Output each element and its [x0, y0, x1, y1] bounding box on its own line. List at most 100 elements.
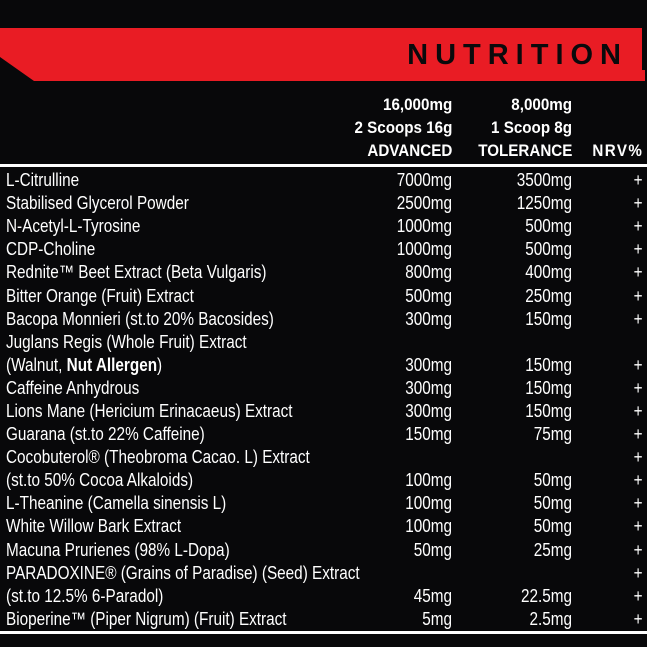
table-row: Bacopa Monnieri (st.to 20% Bacosides) 300…: [0, 308, 647, 331]
advanced-amount: 5mg: [422, 608, 452, 629]
ingredient-name: Macuna Prurienes (98% L-Dopa): [6, 539, 230, 560]
ingredient-name: Stabilised Glycerol Powder: [6, 193, 189, 214]
advanced-amount: 300mg: [405, 354, 452, 375]
advanced-amount: 150mg: [405, 424, 452, 445]
ingredient-name: White Willow Bark Extract: [6, 516, 182, 537]
tolerance-amount: 150mg: [525, 308, 572, 329]
tolerance-amount: 500mg: [525, 216, 572, 237]
advanced-amount: 500mg: [405, 285, 452, 306]
table-row: Stabilised Glycerol Powder 2500mg 1250mg +: [0, 192, 647, 215]
tolerance-amount: [452, 563, 572, 584]
ingredient-name: N-Acetyl-L-Tyrosine: [6, 216, 141, 237]
advanced-amount: 300mg: [405, 377, 452, 398]
nrv-value: +: [634, 447, 643, 468]
tolerance-serving: 1 Scoop 8g: [491, 119, 572, 137]
banner-red-band: NUTRITION: [0, 28, 642, 81]
tolerance-amount: 250mg: [525, 285, 572, 306]
table-row: Guarana (st.to 22% Caffeine) 150mg 75mg +: [0, 423, 647, 446]
tolerance-amount: [452, 447, 572, 468]
advanced-amount: 100mg: [405, 516, 452, 537]
nrv-value: +: [634, 377, 643, 398]
ingredient-name: Bacopa Monnieri (st.to 20% Bacosides): [6, 308, 274, 329]
ingredient-name: (Walnut, Nut Allergen): [6, 354, 163, 375]
tolerance-label: TOLERANCE: [477, 142, 572, 160]
nrv-value: +: [634, 539, 643, 560]
table-row: Bioperine™ (Piper Nigrum) (Fruit) Extrac…: [0, 608, 647, 631]
advanced-amount: 45mg: [413, 585, 452, 606]
advanced-amount: [342, 447, 452, 468]
advanced-amount: 300mg: [405, 308, 452, 329]
tolerance-amount: 2.5mg: [529, 608, 572, 629]
nrv-value: +: [634, 424, 643, 445]
advanced-amount: 100mg: [405, 493, 452, 514]
tolerance-amount: 22.5mg: [520, 585, 572, 606]
nrv-value: +: [634, 262, 643, 283]
table-row: L-Theanine (Camella sinensis L) 100mg 50mg…: [0, 492, 647, 515]
ingredient-name: (st.to 12.5% 6-Paradol): [6, 585, 164, 606]
nrv-value: +: [634, 608, 643, 629]
banner-title: NUTRITION: [407, 39, 628, 71]
nrv-value: +: [634, 193, 643, 214]
nrv-label: NRV%: [592, 142, 643, 160]
nrv-value: +: [634, 493, 643, 514]
banner-band-notch: [641, 70, 645, 81]
ingredient-name: Lions Mane (Hericium Erinacaeus) Extract: [6, 400, 293, 421]
nrv-value: +: [634, 354, 643, 375]
nrv-value: +: [634, 585, 643, 606]
table-row: Juglans Regis (Whole Fruit) Extract: [0, 331, 647, 354]
header-nrv-column: NRV%: [572, 140, 643, 163]
tolerance-amount: 75mg: [533, 424, 572, 445]
nrv-value: +: [634, 239, 643, 260]
tolerance-amount: 50mg: [533, 516, 572, 537]
tolerance-amount: 500mg: [525, 239, 572, 260]
header-advanced-column: 16,000mg 2 Scoops 16g ADVANCED: [342, 94, 452, 163]
tolerance-amount: 150mg: [525, 400, 572, 421]
table-row: (st.to 50% Cocoa Alkaloids) 100mg 50mg +: [0, 469, 647, 492]
tolerance-amount: 150mg: [525, 377, 572, 398]
bottom-separator-line: [0, 631, 647, 634]
nrv-value: +: [634, 562, 643, 583]
advanced-amount: 1000mg: [396, 239, 452, 260]
ingredient-name: Bitter Orange (Fruit) Extract: [6, 285, 194, 306]
advanced-amount: 2500mg: [396, 193, 452, 214]
nrv-value: +: [634, 170, 643, 191]
table-header: 16,000mg 2 Scoops 16g ADVANCED 8,000mg 1…: [0, 92, 647, 163]
ingredient-name: (st.to 50% Cocoa Alkaloids): [6, 470, 194, 491]
advanced-amount: [342, 332, 452, 353]
ingredient-name: Guarana (st.to 22% Caffeine): [6, 424, 205, 445]
advanced-amount: 800mg: [405, 262, 452, 283]
ingredient-name: PARADOXINE® (Grains of Paradise) (Seed) …: [6, 562, 360, 583]
table-row: Rednite™ Beet Extract (Beta Vulgaris) 800…: [0, 261, 647, 284]
table-row: (st.to 12.5% 6-Paradol) 45mg 22.5mg +: [0, 585, 647, 608]
table-row: Bitter Orange (Fruit) Extract 500mg 250mg +: [0, 284, 647, 307]
tolerance-amount: 3500mg: [516, 170, 572, 191]
tolerance-amount: [452, 332, 572, 353]
tolerance-amount: 25mg: [533, 539, 572, 560]
ingredient-name: Bioperine™ (Piper Nigrum) (Fruit) Extrac…: [6, 608, 287, 629]
table-row: Caffeine Anhydrous 300mg 150mg +: [0, 377, 647, 400]
table-row: CDP-Choline 1000mg 500mg +: [0, 238, 647, 261]
advanced-amount: 100mg: [405, 470, 452, 491]
tolerance-amount: 150mg: [525, 354, 572, 375]
ingredient-name: Caffeine Anhydrous: [6, 377, 140, 398]
ingredient-name: L-Theanine (Camella sinensis L): [6, 493, 227, 514]
advanced-amount: 300mg: [405, 400, 452, 421]
table-rows: L-Citrulline 7000mg 3500mg + Stabilised Glyc…: [0, 169, 647, 631]
nrv-value: +: [634, 308, 643, 329]
table-row: White Willow Bark Extract 100mg 50mg +: [0, 515, 647, 538]
ingredient-name: Juglans Regis (Whole Fruit) Extract: [6, 331, 247, 352]
nrv-value: +: [634, 516, 643, 537]
ingredient-name: Cocobuterol® (Theobroma Cacao. L) Extrac…: [6, 447, 310, 468]
table-row: Lions Mane (Hericium Erinacaeus) Extract…: [0, 400, 647, 423]
header-tolerance-column: 8,000mg 1 Scoop 8g TOLERANCE: [452, 94, 572, 163]
tolerance-amount: 1250mg: [516, 193, 572, 214]
table-row: N-Acetyl-L-Tyrosine 1000mg 500mg +: [0, 215, 647, 238]
ingredient-name: L-Citrulline: [6, 170, 80, 191]
advanced-serving: 2 Scoops 16g: [354, 119, 452, 137]
header-separator-line: [0, 164, 647, 167]
advanced-amount: 50mg: [413, 539, 452, 560]
nrv-value: +: [634, 400, 643, 421]
table-row: Cocobuterol® (Theobroma Cacao. L) Extrac…: [0, 446, 647, 469]
nrv-value: +: [634, 216, 643, 237]
table-row: (Walnut, Nut Allergen) 300mg 150mg +: [0, 354, 647, 377]
